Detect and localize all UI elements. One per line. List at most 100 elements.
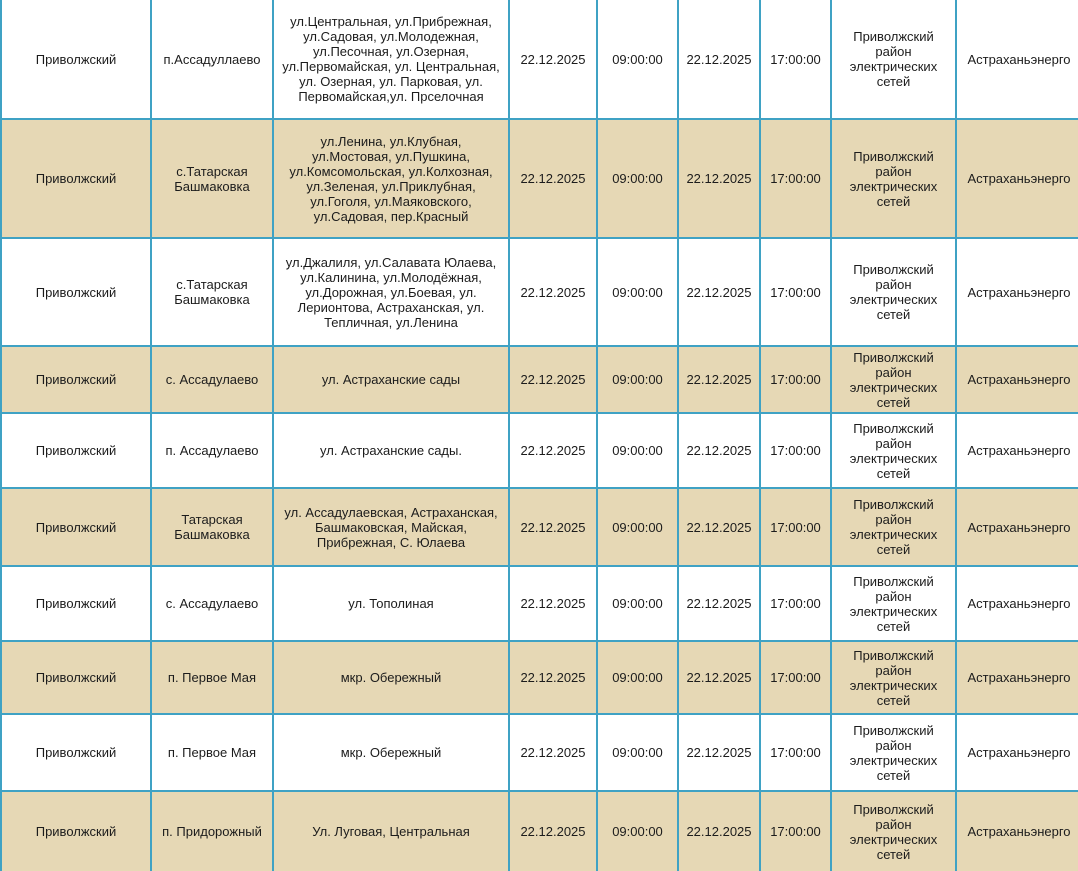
streets-cell: ул.Джалиля, ул.Салавата Юлаева, ул.Калин… bbox=[272, 237, 510, 347]
network-district-cell: Приволжский район электрических сетей bbox=[830, 565, 957, 642]
district-cell: Приволжский bbox=[0, 487, 152, 567]
end-time-cell: 17:00:00 bbox=[759, 565, 832, 642]
streets-cell: мкр. Обережный bbox=[272, 713, 510, 792]
start-time-cell: 09:00:00 bbox=[596, 412, 679, 489]
end-time-cell: 17:00:00 bbox=[759, 790, 832, 871]
end-date-cell: 22.12.2025 bbox=[677, 790, 761, 871]
streets-cell: ул. Астраханские сады. bbox=[272, 412, 510, 489]
district-cell: Приволжский bbox=[0, 790, 152, 871]
start-date-cell: 22.12.2025 bbox=[508, 713, 598, 792]
settlement-cell: с. Ассадулаево bbox=[150, 345, 274, 414]
start-date-cell: 22.12.2025 bbox=[508, 790, 598, 871]
table-row: Приволжский Татарская Башмаковка ул. Асс… bbox=[0, 487, 1078, 567]
start-date-cell: 22.12.2025 bbox=[508, 487, 598, 567]
settlement-cell: Татарская Башмаковка bbox=[150, 487, 274, 567]
settlement-cell: п. Первое Мая bbox=[150, 640, 274, 715]
table-row: Приволжский п.Ассадуллаево ул.Центральна… bbox=[0, 0, 1078, 120]
network-district-cell: Приволжский район электрических сетей bbox=[830, 0, 957, 120]
district-cell: Приволжский bbox=[0, 640, 152, 715]
end-time-cell: 17:00:00 bbox=[759, 345, 832, 414]
settlement-cell: с.Татарская Башмаковка bbox=[150, 118, 274, 239]
network-district-cell: Приволжский район электрических сетей bbox=[830, 118, 957, 239]
table-row: Приволжский п. Придорожный Ул. Луговая, … bbox=[0, 790, 1078, 871]
start-date-cell: 22.12.2025 bbox=[508, 345, 598, 414]
organization-cell: Астраханьэнерго bbox=[955, 118, 1078, 239]
district-cell: Приволжский bbox=[0, 412, 152, 489]
start-time-cell: 09:00:00 bbox=[596, 713, 679, 792]
district-cell: Приволжский bbox=[0, 237, 152, 347]
network-district-cell: Приволжский район электрических сетей bbox=[830, 412, 957, 489]
table-row: Приволжский с. Ассадулаево ул. Тополиная… bbox=[0, 565, 1078, 642]
streets-cell: ул. Астраханские сады bbox=[272, 345, 510, 414]
start-time-cell: 09:00:00 bbox=[596, 0, 679, 120]
settlement-cell: п. Придорожный bbox=[150, 790, 274, 871]
start-time-cell: 09:00:00 bbox=[596, 565, 679, 642]
organization-cell: Астраханьэнерго bbox=[955, 565, 1078, 642]
end-date-cell: 22.12.2025 bbox=[677, 487, 761, 567]
start-date-cell: 22.12.2025 bbox=[508, 412, 598, 489]
end-date-cell: 22.12.2025 bbox=[677, 118, 761, 239]
settlement-cell: п. Первое Мая bbox=[150, 713, 274, 792]
start-date-cell: 22.12.2025 bbox=[508, 237, 598, 347]
streets-cell: мкр. Обережный bbox=[272, 640, 510, 715]
end-time-cell: 17:00:00 bbox=[759, 640, 832, 715]
organization-cell: Астраханьэнерго bbox=[955, 713, 1078, 792]
table-row: Приволжский с.Татарская Башмаковка ул.Дж… bbox=[0, 237, 1078, 347]
network-district-cell: Приволжский район электрических сетей bbox=[830, 640, 957, 715]
network-district-cell: Приволжский район электрических сетей bbox=[830, 790, 957, 871]
network-district-cell: Приволжский район электрических сетей bbox=[830, 487, 957, 567]
network-district-cell: Приволжский район электрических сетей bbox=[830, 237, 957, 347]
streets-cell: ул. Тополиная bbox=[272, 565, 510, 642]
start-time-cell: 09:00:00 bbox=[596, 237, 679, 347]
start-date-cell: 22.12.2025 bbox=[508, 565, 598, 642]
end-time-cell: 17:00:00 bbox=[759, 487, 832, 567]
start-time-cell: 09:00:00 bbox=[596, 118, 679, 239]
district-cell: Приволжский bbox=[0, 0, 152, 120]
settlement-cell: с.Татарская Башмаковка bbox=[150, 237, 274, 347]
settlement-cell: с. Ассадулаево bbox=[150, 565, 274, 642]
end-time-cell: 17:00:00 bbox=[759, 0, 832, 120]
end-time-cell: 17:00:00 bbox=[759, 118, 832, 239]
start-time-cell: 09:00:00 bbox=[596, 640, 679, 715]
start-time-cell: 09:00:00 bbox=[596, 487, 679, 567]
end-date-cell: 22.12.2025 bbox=[677, 713, 761, 792]
start-time-cell: 09:00:00 bbox=[596, 790, 679, 871]
end-time-cell: 17:00:00 bbox=[759, 237, 832, 347]
district-cell: Приволжский bbox=[0, 118, 152, 239]
end-date-cell: 22.12.2025 bbox=[677, 565, 761, 642]
end-time-cell: 17:00:00 bbox=[759, 713, 832, 792]
network-district-cell: Приволжский район электрических сетей bbox=[830, 345, 957, 414]
end-date-cell: 22.12.2025 bbox=[677, 412, 761, 489]
end-date-cell: 22.12.2025 bbox=[677, 640, 761, 715]
settlement-cell: п. Ассадулаево bbox=[150, 412, 274, 489]
organization-cell: Астраханьэнерго bbox=[955, 0, 1078, 120]
start-date-cell: 22.12.2025 bbox=[508, 0, 598, 120]
organization-cell: Астраханьэнерго bbox=[955, 237, 1078, 347]
district-cell: Приволжский bbox=[0, 565, 152, 642]
district-cell: Приволжский bbox=[0, 345, 152, 414]
table-row: Приволжский с.Татарская Башмаковка ул.Ле… bbox=[0, 118, 1078, 239]
organization-cell: Астраханьэнерго bbox=[955, 487, 1078, 567]
table-row: Приволжский п. Первое Мая мкр. Обережный… bbox=[0, 640, 1078, 715]
organization-cell: Астраханьэнерго bbox=[955, 345, 1078, 414]
end-date-cell: 22.12.2025 bbox=[677, 237, 761, 347]
end-date-cell: 22.12.2025 bbox=[677, 0, 761, 120]
table-row: Приволжский п. Первое Мая мкр. Обережный… bbox=[0, 713, 1078, 792]
end-date-cell: 22.12.2025 bbox=[677, 345, 761, 414]
organization-cell: Астраханьэнерго bbox=[955, 640, 1078, 715]
district-cell: Приволжский bbox=[0, 713, 152, 792]
start-date-cell: 22.12.2025 bbox=[508, 118, 598, 239]
organization-cell: Астраханьэнерго bbox=[955, 412, 1078, 489]
table-row: Приволжский п. Ассадулаево ул. Астраханс… bbox=[0, 412, 1078, 489]
streets-cell: ул. Ассадулаевская, Астраханская, Башмак… bbox=[272, 487, 510, 567]
end-time-cell: 17:00:00 bbox=[759, 412, 832, 489]
streets-cell: Ул. Луговая, Центральная bbox=[272, 790, 510, 871]
start-time-cell: 09:00:00 bbox=[596, 345, 679, 414]
organization-cell: Астраханьэнерго bbox=[955, 790, 1078, 871]
streets-cell: ул.Центральная, ул.Прибрежная, ул.Садова… bbox=[272, 0, 510, 120]
network-district-cell: Приволжский район электрических сетей bbox=[830, 713, 957, 792]
settlement-cell: п.Ассадуллаево bbox=[150, 0, 274, 120]
